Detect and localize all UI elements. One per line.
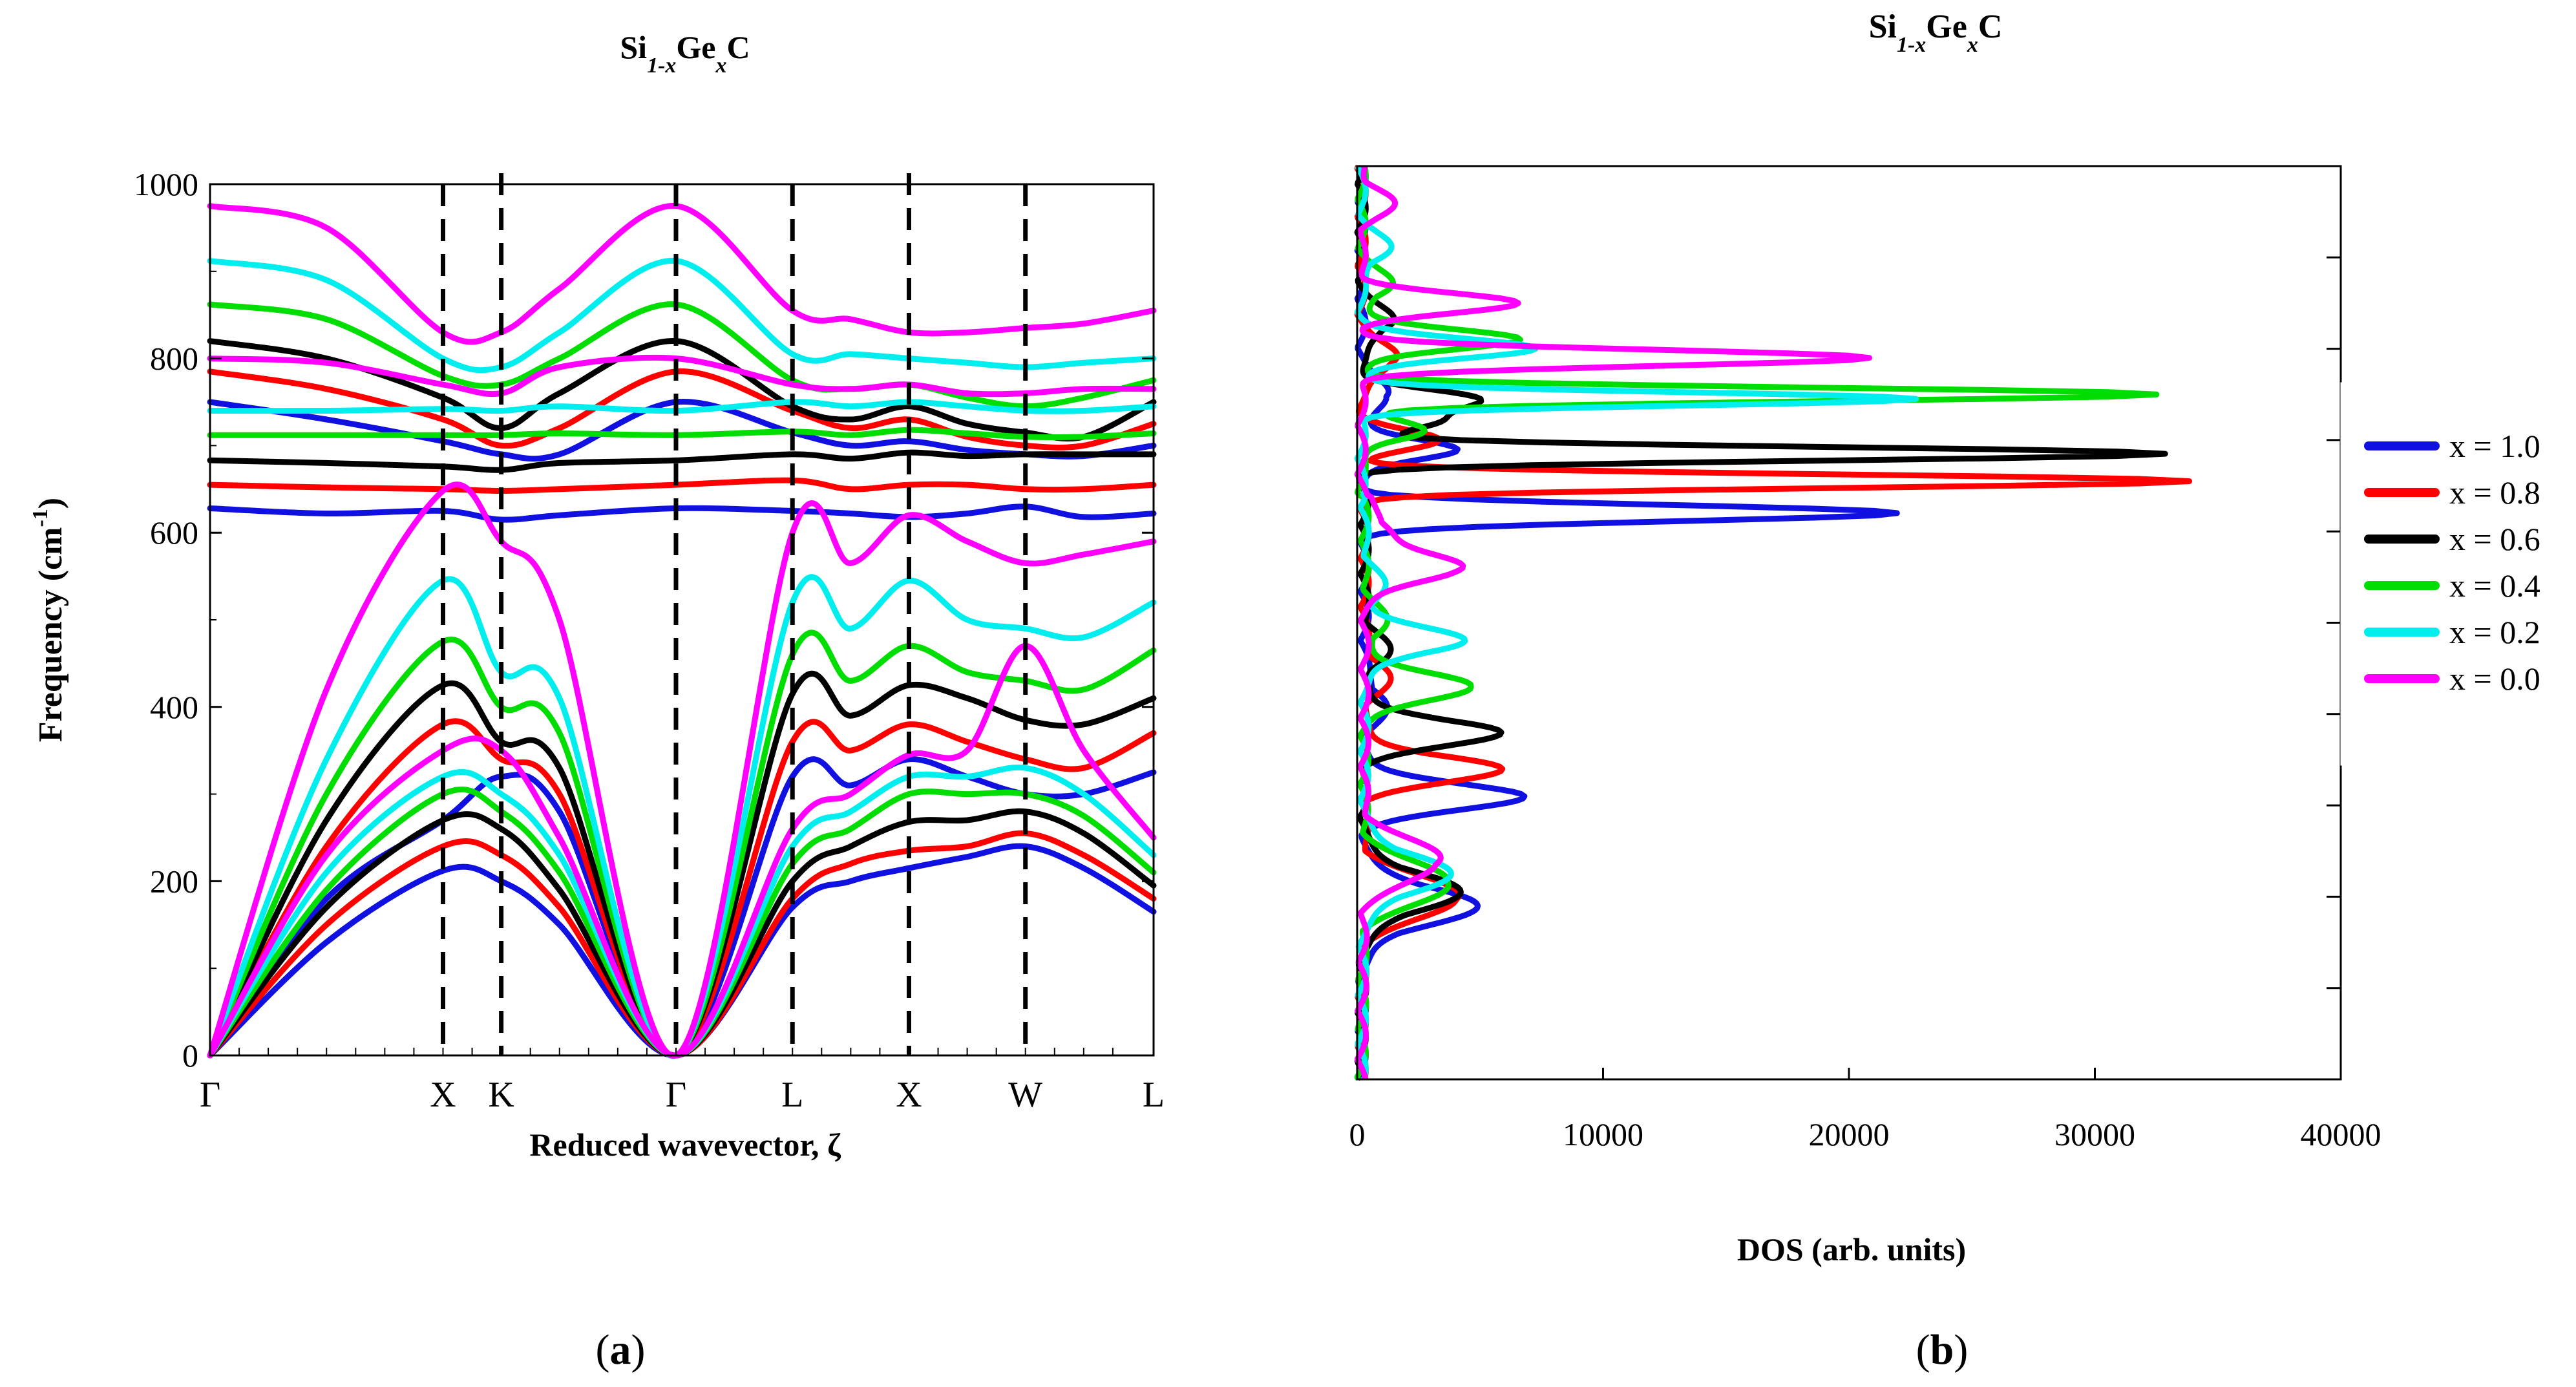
series-0.4-branches — [207, 301, 1157, 1059]
dos-line-0.6 — [1354, 165, 2168, 1081]
panel-b-dos: Si1-xGexC 0 10000 20000 30000 40000 DOS (arb… — [1349, 8, 2540, 1373]
panel-a-dispersion-curves — [207, 203, 1157, 1059]
branch-line — [207, 482, 1157, 1059]
x-tick-label: 40000 — [2301, 1116, 2381, 1152]
panel-a-label-close: ) — [631, 1326, 646, 1373]
panel-b-label: (b) — [1916, 1326, 1969, 1373]
legend-label: x = 0.2 — [2449, 614, 2540, 650]
branch-line — [207, 449, 1157, 473]
series-1.0-branches — [207, 398, 1157, 1059]
branch-line — [207, 427, 1157, 441]
panel-b-label-letter: b — [1930, 1326, 1954, 1373]
y-tick-label: 600 — [150, 514, 198, 551]
legend: x = 1.0 x = 0.8 x = 0.6 x = 0.4 x = 0.2 x = 0… — [2340, 382, 2540, 766]
panel-a-label-open: ( — [596, 1326, 610, 1373]
branch-line — [207, 503, 1157, 523]
branch-line — [207, 203, 1157, 345]
dos-line-1.0 — [1354, 165, 1900, 1081]
panel-a-x-axis-label: Reduced wavevector, ζ — [529, 1127, 841, 1163]
panel-a-y-ticks: 0 200 400 600 800 1000 — [134, 166, 1154, 1074]
branch-line — [207, 301, 1157, 410]
branch-line — [207, 399, 1157, 414]
branch-line — [207, 718, 1157, 1059]
panel-b-ticks: 0 10000 20000 30000 40000 — [1349, 165, 2381, 1152]
k-point-label: L — [781, 1075, 803, 1115]
panel-b-dos-curves — [1354, 164, 2193, 1081]
x-tick-label: 30000 — [2054, 1116, 2135, 1152]
panel-b-label-close: ) — [1954, 1326, 1968, 1373]
branch-line — [207, 477, 1157, 494]
legend-label: x = 1.0 — [2449, 428, 2540, 464]
dos-line-0.4 — [1354, 165, 2160, 1081]
legend-label: x = 0.4 — [2449, 567, 2540, 604]
y-tick-label: 1000 — [134, 166, 198, 202]
x-tick-label: 10000 — [1563, 1116, 1643, 1152]
y-tick-label: 800 — [150, 341, 198, 377]
panel-a-label-letter: a — [610, 1326, 631, 1373]
panel-b-label-open: ( — [1916, 1326, 1930, 1373]
panel-b-title: Si1-xGexC — [1869, 8, 2003, 57]
k-point-label: X — [896, 1075, 922, 1115]
panel-a-y-axis-label: Frequency (cm-1) — [28, 498, 69, 742]
k-point-label: X — [430, 1075, 456, 1115]
k-point-label: L — [1143, 1075, 1165, 1115]
k-point-label: W — [1008, 1075, 1042, 1115]
dos-line-0.0 — [1354, 165, 1872, 1080]
x-tick-label: 20000 — [1809, 1116, 1890, 1152]
panel-a-high-symmetry-lines — [440, 173, 1028, 1055]
dos-line-0.8 — [1354, 165, 2193, 1081]
panel-b-plot-frame — [1356, 165, 2342, 1081]
y-tick-label: 0 — [182, 1037, 198, 1074]
dos-line-0.2 — [1354, 164, 1919, 1081]
y-tick-label: 400 — [150, 689, 198, 725]
k-point-label: Γ — [200, 1075, 220, 1115]
y-tick-label: 200 — [150, 863, 198, 899]
series-0.6-branches — [207, 338, 1157, 1059]
legend-label: x = 0.8 — [2449, 474, 2540, 511]
panel-b-x-axis-label: DOS (arb. units) — [1737, 1231, 1966, 1267]
legend-label: x = 0.0 — [2449, 661, 2540, 697]
k-point-label: K — [488, 1075, 514, 1115]
panel-a-label: (a) — [596, 1326, 646, 1373]
panel-a-title: Si1-xGexC — [620, 29, 750, 78]
k-point-label: Γ — [666, 1075, 686, 1115]
branch-line — [207, 354, 1157, 397]
x-tick-label: 0 — [1349, 1116, 1366, 1152]
legend-label: x = 0.6 — [2449, 521, 2540, 557]
series-0.0-branches — [207, 203, 1157, 1059]
branch-line — [207, 258, 1157, 374]
